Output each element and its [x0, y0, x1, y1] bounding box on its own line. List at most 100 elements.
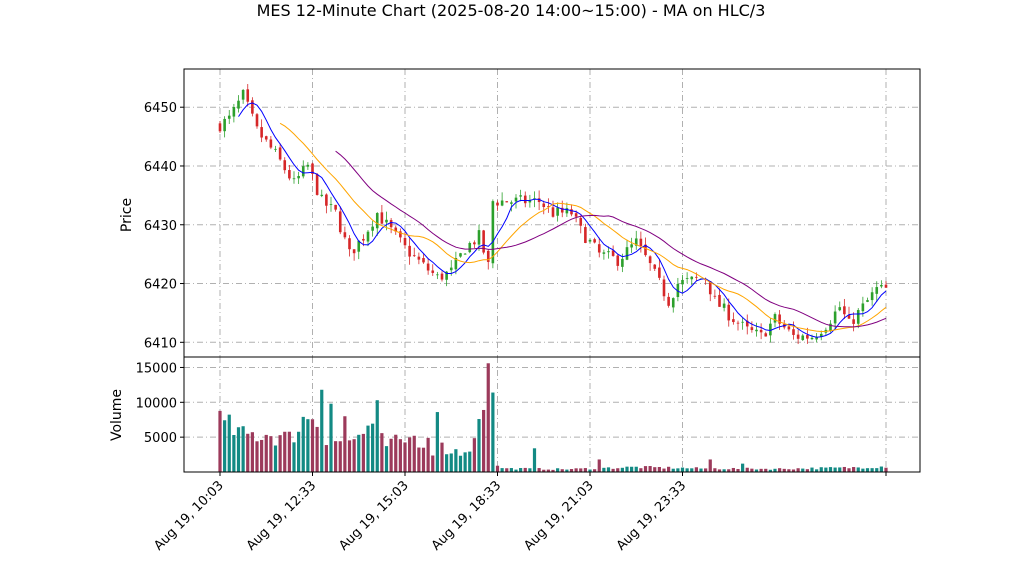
candle-body: [750, 327, 754, 331]
candle-up: [833, 305, 837, 330]
candle-body: [408, 245, 411, 257]
candle-up: [510, 200, 513, 212]
candle-down: [639, 231, 643, 253]
candle-body: [482, 230, 485, 253]
volume-bar: [667, 466, 671, 472]
volume-bar: [412, 435, 416, 472]
candle-down: [260, 119, 263, 143]
candle-body: [556, 207, 559, 216]
candle-body: [607, 251, 610, 253]
candle-down: [884, 281, 888, 288]
candle-body: [301, 166, 305, 177]
volume-bar: [227, 414, 231, 472]
candle-body: [454, 258, 458, 270]
candle-body: [759, 329, 763, 333]
candle-body: [630, 244, 633, 248]
candle-down: [408, 237, 411, 265]
volume-bar: [403, 442, 407, 472]
volume-bar: [754, 469, 759, 472]
candle-body: [436, 274, 439, 276]
candle-up: [227, 110, 231, 125]
candle-down: [547, 198, 550, 213]
candle-body: [764, 333, 768, 337]
candle-up: [329, 196, 333, 212]
volume-bar: [625, 466, 629, 472]
candle-down: [389, 218, 393, 234]
candle-body: [648, 256, 652, 264]
candle-body: [662, 279, 666, 297]
volume-bar: [787, 469, 791, 472]
candle-down: [537, 190, 541, 211]
candle-body: [223, 118, 226, 132]
candle-body: [260, 127, 263, 138]
volume-bar: [514, 469, 518, 472]
candle-down: [269, 136, 273, 150]
candle-body: [523, 195, 527, 204]
candle-body: [819, 333, 823, 337]
candle-body: [732, 319, 735, 323]
candle-body: [528, 200, 532, 203]
candle-down: [246, 84, 250, 107]
candle-body: [866, 300, 869, 302]
candle-down: [593, 237, 596, 244]
candle-body: [237, 100, 240, 109]
candle-body: [676, 283, 680, 298]
candle-up: [459, 252, 462, 258]
candle-body: [597, 244, 601, 253]
candle-body: [588, 239, 592, 242]
candle-body: [690, 276, 694, 280]
candle-body: [297, 175, 300, 179]
price-tick-label: 6410: [144, 336, 177, 351]
candle-body: [727, 304, 731, 321]
volume-tick-label: 5000: [144, 431, 177, 446]
volume-bar: [852, 467, 856, 472]
candle-down: [496, 200, 499, 211]
volume-bar: [292, 442, 296, 472]
candle-up: [755, 322, 758, 337]
volume-bar: [745, 467, 749, 472]
candle-down: [843, 298, 846, 320]
volume-bar: [389, 438, 393, 472]
volume-bar: [440, 442, 444, 472]
candle-down: [796, 329, 800, 345]
volume-bar: [551, 469, 555, 472]
price-tick-label: 6420: [144, 278, 177, 293]
volume-bar: [597, 459, 601, 472]
volume-bar: [306, 419, 310, 472]
candle-up: [241, 88, 245, 104]
candle-body: [505, 201, 509, 203]
candle-body: [681, 279, 684, 285]
volume-bar: [856, 467, 860, 472]
volume-bar: [505, 468, 509, 472]
candle-down: [616, 253, 620, 271]
candle-body: [431, 270, 435, 273]
volume-bar: [255, 441, 259, 472]
candle-up: [815, 333, 818, 343]
candle-body: [773, 314, 777, 323]
volume-bar: [870, 468, 874, 472]
candle-body: [320, 194, 324, 196]
volume-bar: [218, 410, 222, 472]
candle-body: [473, 242, 476, 245]
candle-down: [579, 215, 583, 234]
volume-bar: [593, 469, 597, 472]
candle-up: [801, 333, 805, 341]
candle-body: [884, 284, 888, 288]
candle-up: [468, 241, 472, 254]
candle-up: [237, 95, 240, 113]
candle-body: [574, 213, 578, 217]
volume-bar: [468, 451, 472, 472]
volume-bar: [273, 445, 278, 472]
volume-bar: [528, 468, 532, 472]
volume-bar: [569, 469, 574, 472]
candle-down: [255, 112, 259, 129]
candle-up: [588, 238, 592, 244]
volume-bar: [736, 469, 740, 472]
candle-down: [311, 162, 314, 181]
x-axis: Aug 19, 10:03 Aug 19, 12:33 Aug 19, 15:03 A…: [151, 472, 887, 554]
moving-average-lines: [238, 102, 887, 338]
candle-body: [380, 212, 384, 224]
volume-bar: [704, 468, 708, 472]
candle-body: [810, 337, 814, 340]
